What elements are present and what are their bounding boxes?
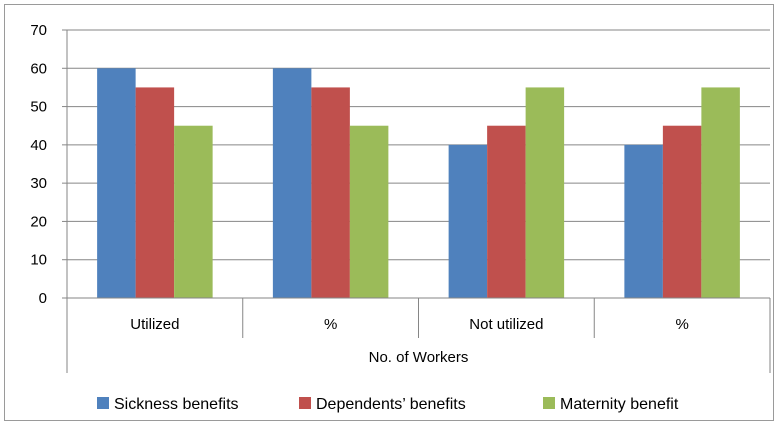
bar [662,125,702,298]
bars [97,68,740,299]
bar [174,125,213,298]
category-label: Not utilized [469,316,543,333]
y-tick-label: 60 [30,60,47,77]
legend-swatch [543,397,555,409]
y-tick-label: 70 [30,22,47,39]
category-labels: Utilized% Not utilized% [130,316,689,333]
y-tick-label: 0 [39,290,47,307]
category-label: Utilized [130,316,179,333]
legend-swatch [97,397,109,409]
axes [66,30,771,373]
legend-label: Maternity benefit [560,396,679,413]
y-tick-label: 40 [30,137,47,154]
legend-label: Dependents’ benefits [316,396,466,413]
bar [701,87,740,298]
y-tick-label: 30 [30,175,47,192]
bar [272,68,312,299]
legend: Sickness benefits Dependents’ benefits Mat… [97,396,679,413]
legend-label: Sickness benefits [114,396,239,413]
bar [311,87,350,298]
y-tick-label: 20 [30,213,47,230]
bar [135,87,175,298]
bar [525,87,565,298]
bar [487,125,526,298]
bar [97,68,136,299]
y-tick-label: 10 [30,252,47,269]
y-tick-label: 50 [30,99,47,116]
bar [448,144,488,298]
bar [349,125,389,298]
legend-swatch [299,397,311,409]
x-group-label: No. of Workers [369,349,469,366]
bar [624,144,663,298]
category-label: % [324,316,337,333]
y-axis-ticks: 0 10 20 30 40 50 60 70 [30,22,67,307]
category-label: % [675,316,688,333]
